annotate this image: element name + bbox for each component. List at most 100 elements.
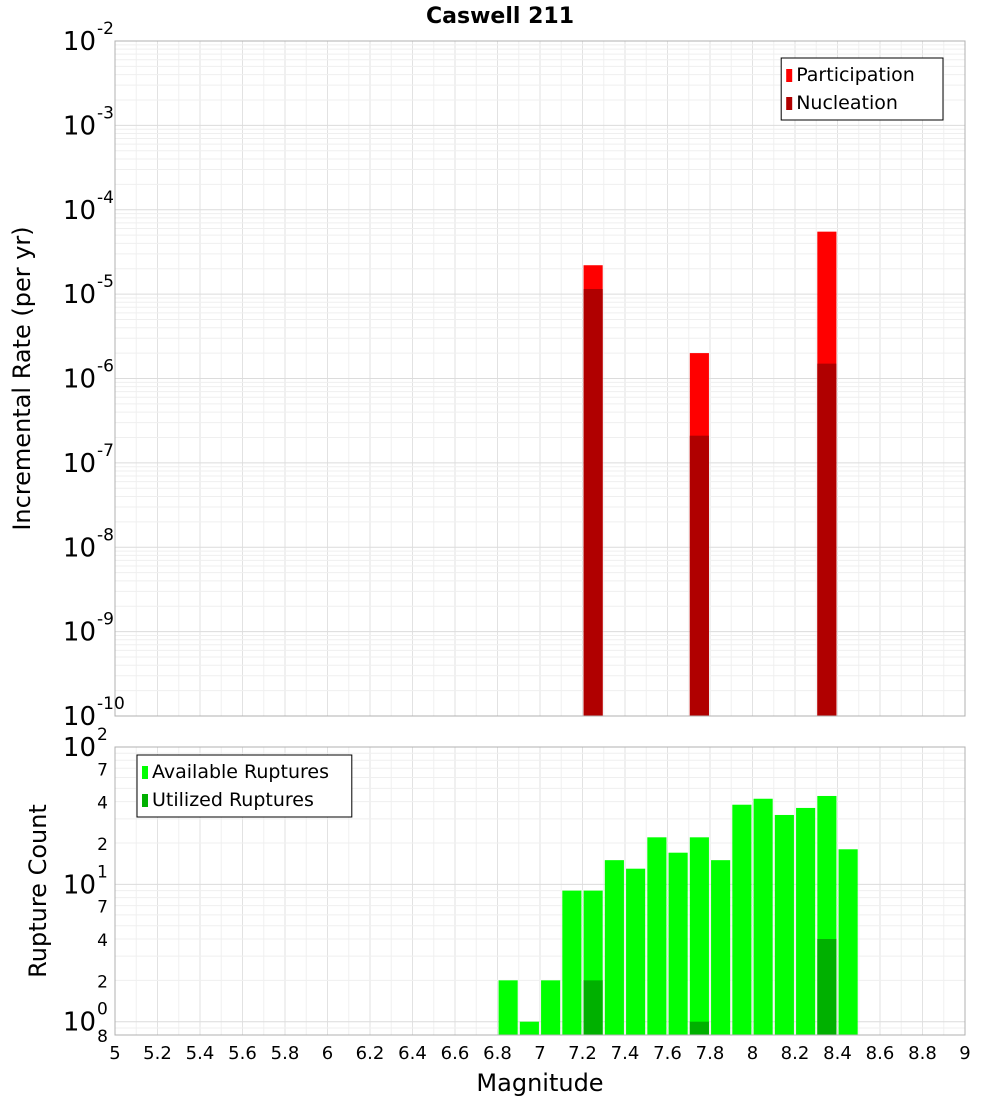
x-tick-label: 7.4 bbox=[611, 1043, 640, 1064]
chart-title: Caswell 211 bbox=[426, 4, 574, 29]
rate-bar-secondary bbox=[817, 363, 837, 716]
y-tick-label: 10 bbox=[63, 733, 96, 763]
count-bar-primary bbox=[626, 868, 646, 1035]
x-axis-title: Magnitude bbox=[476, 1069, 603, 1097]
legend-label: Participation bbox=[796, 64, 915, 86]
y-tick-exponent: 2 bbox=[97, 725, 108, 745]
count-bar-primary bbox=[753, 798, 773, 1035]
count-bar-secondary bbox=[689, 1021, 709, 1035]
count-bar-primary bbox=[647, 837, 667, 1035]
y-tick-exponent: -8 bbox=[97, 525, 114, 545]
count-bar-primary bbox=[732, 804, 752, 1035]
count-bar-secondary bbox=[583, 980, 603, 1035]
x-tick-label: 6 bbox=[322, 1043, 333, 1064]
count-bars bbox=[498, 795, 858, 1035]
x-tick-label: 6.4 bbox=[398, 1043, 427, 1064]
count-plot-border bbox=[114, 746, 966, 1036]
count-bar-primary bbox=[796, 807, 816, 1035]
y-tick-exponent: -3 bbox=[97, 103, 114, 123]
x-tick-label: 7.6 bbox=[653, 1043, 682, 1064]
y-tick-exponent: 1 bbox=[97, 862, 108, 882]
x-tick-label: 5.8 bbox=[271, 1043, 300, 1064]
x-tick-label: 8.2 bbox=[781, 1043, 810, 1064]
y-tick-exponent: -4 bbox=[97, 188, 114, 208]
count-bar-primary bbox=[541, 980, 561, 1035]
x-tick-label: 6.2 bbox=[356, 1043, 385, 1064]
y-minor-tick-label: 7 bbox=[97, 898, 108, 918]
x-axis: 5 5.2 5.4 5.6 5.8 6 6.2 6.4 6.6 6.8 7 7.2 7.4 7.6 7.8 8… bbox=[109, 1043, 970, 1064]
y-tick-label: 10 bbox=[63, 533, 96, 563]
count-legend: Available Ruptures Utilized Ruptures bbox=[136, 754, 353, 818]
legend-label: Nucleation bbox=[796, 92, 898, 114]
y-tick-label: 10 bbox=[63, 618, 96, 648]
count-bar-primary bbox=[774, 814, 794, 1035]
y-tick-label: 10 bbox=[63, 111, 96, 141]
rate-plot-border bbox=[114, 40, 966, 717]
y-tick-exponent: -9 bbox=[97, 610, 114, 630]
count-bar-primary bbox=[604, 860, 624, 1035]
rate-bar-secondary bbox=[583, 289, 603, 716]
y-tick-label: 10 bbox=[63, 870, 96, 900]
legend-swatch bbox=[142, 766, 148, 779]
rate-grid bbox=[114, 40, 966, 717]
y-tick-label: 10 bbox=[63, 196, 96, 226]
rate-y-axis-title: Incremental Rate (per yr) bbox=[8, 226, 36, 530]
x-tick-label: 5.2 bbox=[143, 1043, 172, 1064]
y-minor-tick-label: 2 bbox=[97, 835, 108, 855]
y-tick-label: 10 bbox=[63, 449, 96, 479]
x-tick-label: 5.4 bbox=[186, 1043, 215, 1064]
y-tick-exponent: -2 bbox=[97, 19, 114, 39]
y-tick-label: 10 bbox=[63, 702, 96, 732]
rate-legend: Participation Nucleation bbox=[780, 57, 944, 121]
legend-label: Available Ruptures bbox=[152, 761, 329, 783]
x-tick-label: 9 bbox=[959, 1043, 970, 1064]
x-tick-label: 8.8 bbox=[908, 1043, 937, 1064]
x-tick-label: 7.2 bbox=[568, 1043, 597, 1064]
count-bar-primary bbox=[498, 980, 518, 1035]
legend-swatch bbox=[786, 69, 793, 82]
y-minor-tick-label: 4 bbox=[97, 794, 108, 814]
y-minor-tick-label: 4 bbox=[97, 931, 108, 951]
y-tick-label: 10 bbox=[63, 1008, 96, 1038]
count-bar-primary bbox=[519, 1021, 539, 1035]
count-bar-primary bbox=[711, 860, 731, 1035]
legend-box bbox=[136, 754, 353, 818]
y-tick-label: 10 bbox=[63, 27, 96, 57]
x-tick-label: 8.4 bbox=[823, 1043, 852, 1064]
x-tick-label: 8.6 bbox=[866, 1043, 895, 1064]
count-y-axis-title: Rupture Count bbox=[24, 804, 52, 978]
count-bar-primary bbox=[689, 837, 709, 1035]
x-tick-label: 6.6 bbox=[441, 1043, 470, 1064]
count-bar-primary bbox=[668, 852, 688, 1035]
legend-swatch bbox=[142, 794, 148, 807]
x-tick-label: 5.6 bbox=[228, 1043, 257, 1064]
y-tick-exponent: -7 bbox=[97, 441, 114, 461]
y-tick-exponent: -5 bbox=[97, 272, 114, 292]
legend-label: Utilized Ruptures bbox=[152, 789, 314, 811]
x-tick-label: 7.8 bbox=[696, 1043, 725, 1064]
y-minor-tick-label: 2 bbox=[97, 972, 108, 992]
x-tick-label: 6.8 bbox=[483, 1043, 512, 1064]
y-tick-label: 10 bbox=[63, 365, 96, 395]
count-bar-primary bbox=[838, 849, 858, 1035]
y-tick-exponent: -10 bbox=[97, 694, 125, 714]
rate-bar-secondary bbox=[689, 435, 709, 716]
legend-swatch bbox=[786, 97, 793, 110]
rate-bars bbox=[583, 231, 837, 716]
y-tick-exponent: 0 bbox=[97, 1000, 108, 1020]
y-tick-label: 10 bbox=[63, 280, 96, 310]
x-tick-label: 5 bbox=[109, 1043, 120, 1064]
legend-box bbox=[780, 57, 944, 121]
x-tick-label: 8 bbox=[747, 1043, 758, 1064]
count-bar-secondary bbox=[817, 939, 837, 1035]
x-tick-label: 7 bbox=[534, 1043, 545, 1064]
count-bar-primary bbox=[562, 890, 582, 1035]
y-minor-tick-label: 7 bbox=[97, 760, 108, 780]
y-minor-tick-label: 8 bbox=[97, 1027, 108, 1047]
y-tick-exponent: -6 bbox=[97, 357, 114, 377]
